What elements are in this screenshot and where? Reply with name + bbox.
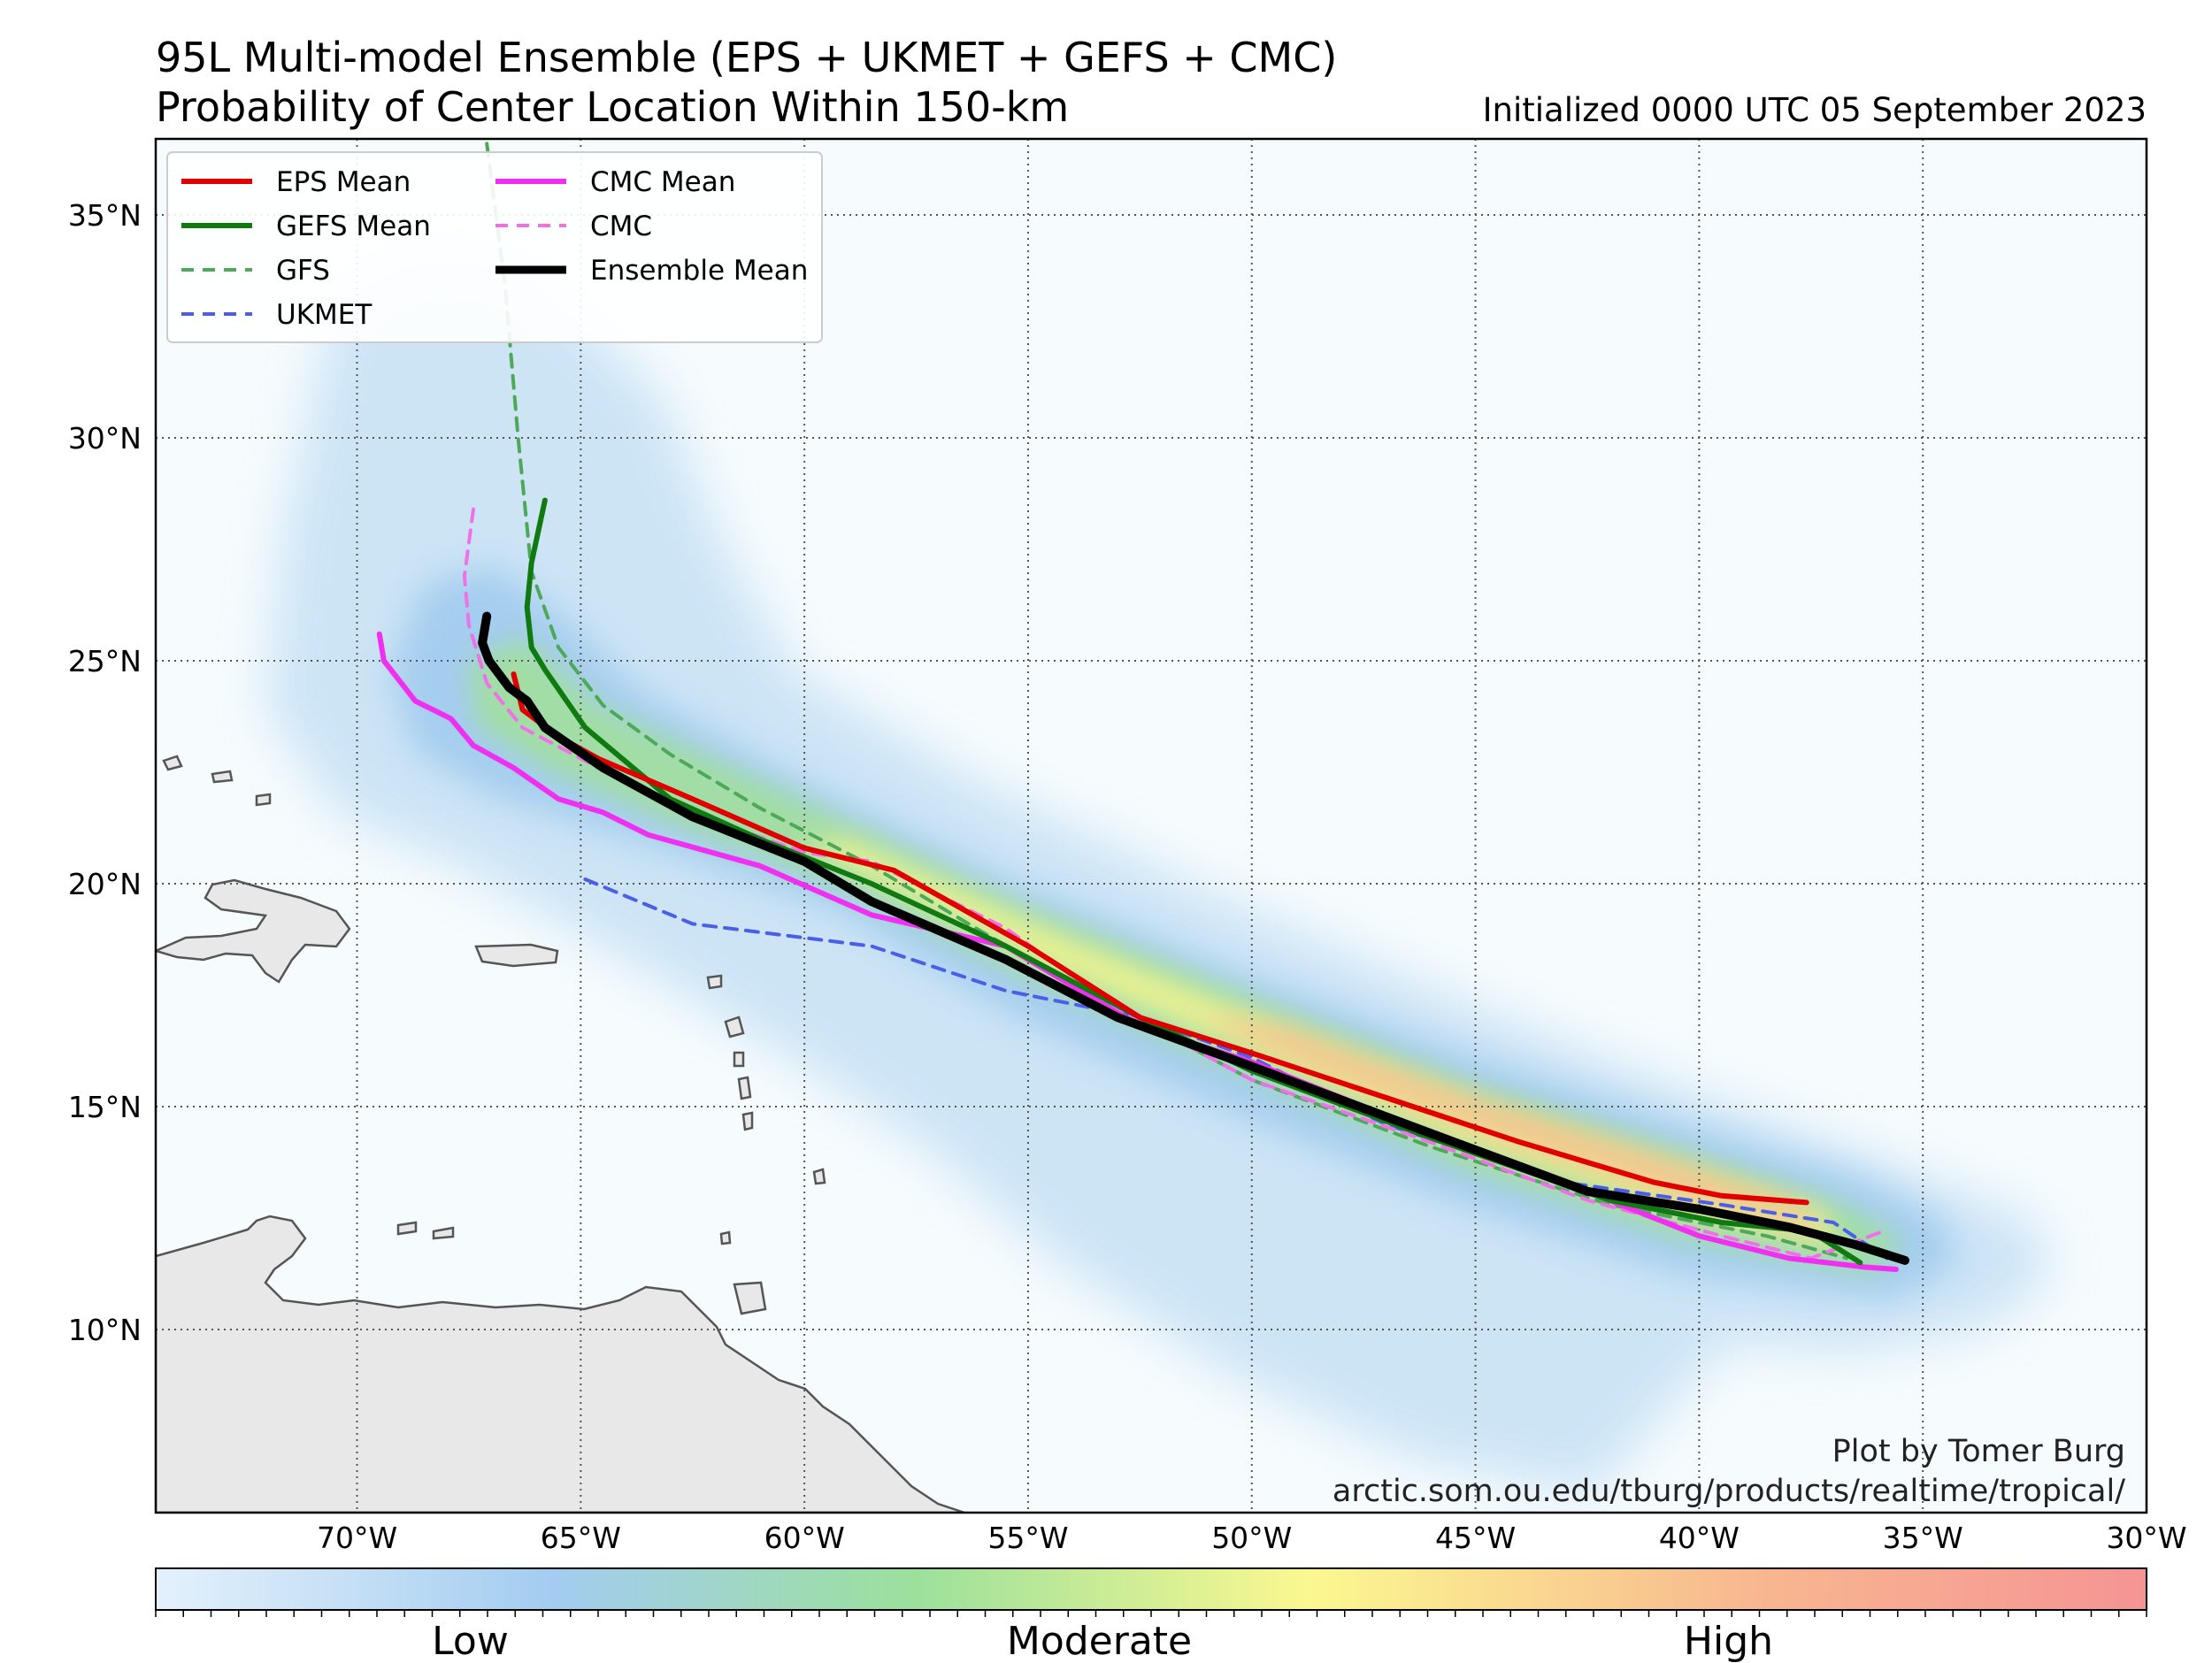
aruba bbox=[396, 1221, 418, 1236]
lat-tick-label: 25°N bbox=[68, 644, 142, 678]
initialized-time: Initialized 0000 UTC 05 September 2023 bbox=[1482, 91, 2147, 129]
lon-tick-label: 60°W bbox=[764, 1521, 845, 1555]
lon-tick-label: 50°W bbox=[1211, 1521, 1292, 1555]
colorbar-gradient bbox=[155, 1567, 2147, 1611]
hispaniola bbox=[156, 878, 351, 984]
legend-box bbox=[166, 151, 823, 343]
ukmet-track bbox=[583, 877, 1889, 1261]
colorbar-label: Low bbox=[432, 1619, 509, 1663]
colorbar-ticks bbox=[155, 1610, 2147, 1617]
legend-label: EPS Mean bbox=[276, 166, 411, 198]
lat-tick-label: 20°N bbox=[68, 867, 142, 901]
turks bbox=[255, 793, 272, 807]
st-lucia bbox=[741, 1111, 754, 1131]
map-title: 95L Multi-model Ensemble (EPS + UKMET + … bbox=[156, 34, 1338, 81]
lon-tick-label: 45°W bbox=[1435, 1521, 1516, 1555]
trinidad bbox=[733, 1281, 767, 1315]
barbados bbox=[812, 1168, 826, 1185]
martinique bbox=[737, 1076, 752, 1100]
legend-label: CMC Mean bbox=[590, 166, 735, 198]
gfs-track bbox=[485, 142, 1849, 1261]
legend-label: Ensemble Mean bbox=[590, 255, 808, 287]
puerto-rico bbox=[474, 943, 559, 968]
lon-tick-label: 70°W bbox=[317, 1521, 397, 1555]
lat-tick-label: 10°N bbox=[68, 1313, 142, 1347]
credit-url: arctic.som.ou.edu/tburg/products/realtim… bbox=[1333, 1474, 2125, 1509]
lon-tick-label: 40°W bbox=[1659, 1521, 1740, 1555]
lon-tick-label: 35°W bbox=[1883, 1521, 1963, 1555]
legend-label: GFS bbox=[276, 255, 330, 287]
bahamas-2 bbox=[211, 770, 234, 784]
antigua bbox=[706, 974, 723, 990]
lat-tick-label: 30°N bbox=[68, 421, 142, 456]
lon-tick-label: 65°W bbox=[541, 1521, 621, 1555]
colorbar-label: Moderate bbox=[1007, 1619, 1192, 1663]
lat-tick-label: 15°N bbox=[68, 1090, 142, 1124]
lat-tick-label: 35°N bbox=[68, 198, 142, 233]
cmc-mean-track bbox=[376, 631, 1899, 1272]
legend: EPS Mean GEFS Mean GFS UKMET CMC Mean CMC Ense… bbox=[166, 151, 823, 343]
curacao bbox=[432, 1226, 455, 1240]
model-tracks bbox=[376, 142, 1909, 1272]
bahamas-1 bbox=[162, 755, 183, 771]
dominica bbox=[733, 1051, 745, 1068]
cmc-track bbox=[462, 507, 1885, 1261]
lon-tick-label: 55°W bbox=[987, 1521, 1068, 1555]
colorbar-label: High bbox=[1684, 1619, 1773, 1663]
legend-label: GEFS Mean bbox=[276, 211, 431, 242]
colorbar: Low Moderate High bbox=[155, 1567, 2147, 1663]
legend-label: UKMET bbox=[276, 299, 373, 331]
ensemble-mean-track bbox=[478, 611, 1909, 1265]
land-masses bbox=[156, 755, 965, 1513]
south-america bbox=[156, 1215, 965, 1513]
probability-swath bbox=[265, 248, 2053, 1495]
credit-author: Plot by Tomer Burg bbox=[1832, 1434, 2125, 1469]
map-subtitle: Probability of Center Location Within 15… bbox=[156, 83, 1070, 131]
lon-tick-label: 30°W bbox=[2106, 1521, 2186, 1555]
grenada bbox=[719, 1230, 732, 1245]
tick-labels: 70°W 65°W 60°W 55°W 50°W 45°W 40°W 35°W 30°W 10°N… bbox=[68, 198, 2187, 1555]
plot-frame bbox=[154, 137, 2148, 1514]
legend-label: CMC bbox=[590, 211, 652, 242]
guadeloupe bbox=[724, 1015, 745, 1038]
gefs-mean-track bbox=[524, 497, 1863, 1266]
